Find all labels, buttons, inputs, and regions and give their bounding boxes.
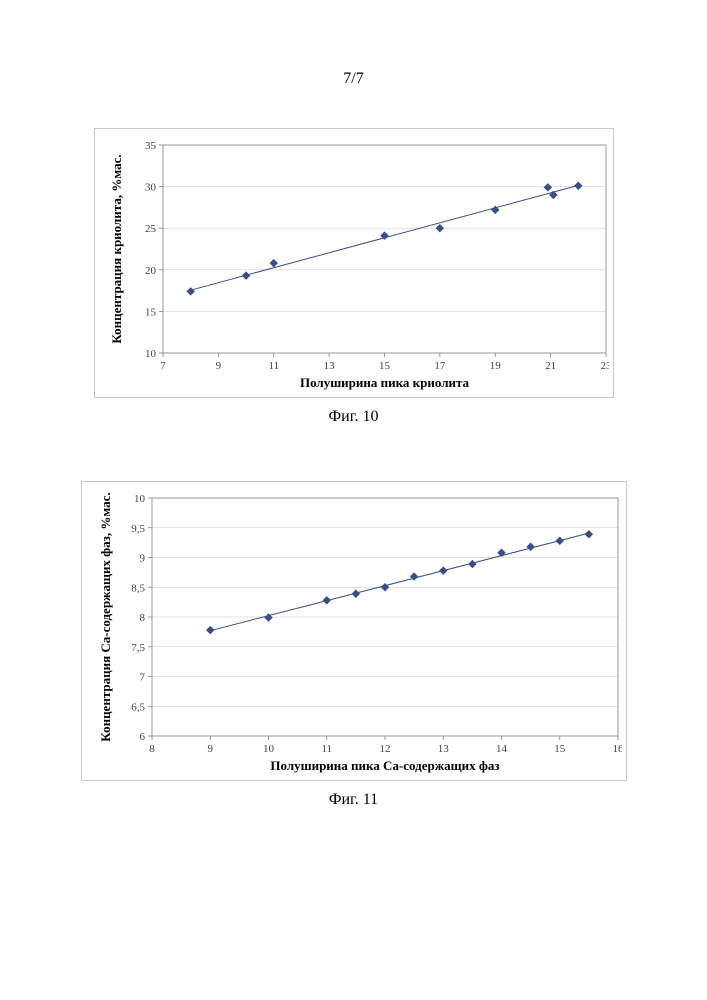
svg-text:23: 23 bbox=[600, 360, 609, 372]
svg-text:9: 9 bbox=[207, 743, 213, 755]
svg-text:13: 13 bbox=[323, 360, 335, 372]
svg-text:8: 8 bbox=[139, 612, 145, 624]
svg-text:12: 12 bbox=[379, 743, 390, 755]
svg-text:35: 35 bbox=[145, 140, 157, 152]
svg-text:Полуширина пика Са-содержащих: Полуширина пика Са-содержащих фаз bbox=[270, 758, 499, 773]
svg-text:9,5: 9,5 bbox=[131, 523, 145, 535]
chart-cryolite: 7 9 11 13 15 17 19 21 23 10 15 20 25 30 35 Полуширина п… bbox=[94, 128, 614, 398]
svg-text:8: 8 bbox=[149, 743, 155, 755]
svg-text:6,5: 6,5 bbox=[131, 701, 145, 713]
chart-ca-phases: 8 9 10 11 12 13 14 15 16 6 6,5 7 7,5 8 8,5 9 9,5 10 Полуши… bbox=[81, 481, 627, 781]
svg-text:13: 13 bbox=[437, 743, 449, 755]
svg-text:9: 9 bbox=[215, 360, 221, 372]
svg-text:10: 10 bbox=[263, 743, 275, 755]
svg-text:Полуширина пика криолита: Полуширина пика криолита bbox=[299, 375, 469, 390]
svg-text:9: 9 bbox=[139, 553, 145, 565]
svg-text:8,5: 8,5 bbox=[131, 582, 145, 594]
page-number: 7/7 bbox=[70, 70, 637, 88]
svg-text:16: 16 bbox=[612, 743, 622, 755]
svg-text:14: 14 bbox=[496, 743, 508, 755]
svg-text:20: 20 bbox=[145, 265, 157, 277]
svg-text:7: 7 bbox=[139, 672, 145, 684]
svg-text:15: 15 bbox=[145, 306, 157, 318]
svg-text:11: 11 bbox=[321, 743, 332, 755]
svg-text:10: 10 bbox=[145, 348, 157, 360]
svg-text:6: 6 bbox=[139, 731, 145, 743]
svg-text:Концентрация криолита, %мас.: Концентрация криолита, %мас. bbox=[109, 154, 124, 343]
svg-text:15: 15 bbox=[379, 360, 391, 372]
svg-text:15: 15 bbox=[554, 743, 566, 755]
svg-text:11: 11 bbox=[268, 360, 279, 372]
svg-text:7,5: 7,5 bbox=[131, 642, 145, 654]
svg-text:17: 17 bbox=[434, 360, 446, 372]
caption-fig11: Фиг. 11 bbox=[70, 791, 637, 809]
chart2-svg: 8 9 10 11 12 13 14 15 16 6 6,5 7 7,5 8 8,5 9 9,5 10 Полуши… bbox=[88, 488, 622, 776]
svg-text:19: 19 bbox=[489, 360, 501, 372]
svg-text:Концентрация Са-содержащих фаз: Концентрация Са-содержащих фаз, %мас. bbox=[98, 492, 113, 741]
svg-text:7: 7 bbox=[160, 360, 166, 372]
svg-text:10: 10 bbox=[134, 493, 146, 505]
caption-fig10: Фиг. 10 bbox=[70, 408, 637, 426]
chart1-svg: 7 9 11 13 15 17 19 21 23 10 15 20 25 30 35 Полуширина п… bbox=[101, 135, 609, 393]
svg-text:30: 30 bbox=[145, 182, 157, 194]
svg-text:25: 25 bbox=[145, 223, 157, 235]
svg-text:21: 21 bbox=[545, 360, 556, 372]
